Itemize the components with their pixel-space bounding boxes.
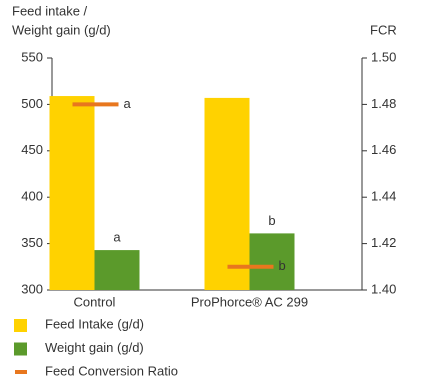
- x-tick-label: ProPhorce® AC 299: [191, 294, 308, 309]
- bar: [94, 250, 140, 290]
- y2-tick-label: 1.50: [371, 49, 396, 64]
- fcr-letter: b: [279, 258, 286, 273]
- y-axis-label: Weight gain (g/d): [12, 22, 111, 37]
- y-tick-label: 500: [21, 96, 43, 111]
- bar: [204, 97, 250, 291]
- y-tick-label: 450: [21, 142, 43, 157]
- y-tick-label: 300: [21, 281, 43, 296]
- legend-label: Feed Intake (g/d): [45, 316, 144, 331]
- x-tick-label: Control: [74, 294, 116, 309]
- legend-swatch: [14, 319, 27, 332]
- y-axis-label: Feed intake /: [12, 3, 88, 18]
- legend-label: Feed Conversion Ratio: [45, 363, 178, 378]
- y2-tick-label: 1.40: [371, 281, 396, 296]
- bar: [49, 96, 95, 290]
- y-tick-label: 400: [21, 189, 43, 204]
- legend-label: Weight gain (g/d): [45, 340, 144, 355]
- y2-tick-label: 1.42: [371, 235, 396, 250]
- bar: [249, 233, 295, 290]
- y2-tick-label: 1.44: [371, 189, 396, 204]
- y2-axis-label: FCR: [370, 22, 397, 37]
- y-tick-label: 550: [21, 49, 43, 64]
- legend-swatch: [14, 342, 27, 356]
- bar-letter: a: [113, 230, 121, 245]
- bar-letter: b: [268, 213, 275, 228]
- y2-tick-label: 1.46: [371, 142, 396, 157]
- y-tick-label: 350: [21, 235, 43, 250]
- fcr-letter: a: [124, 96, 132, 111]
- y2-tick-label: 1.48: [371, 96, 396, 111]
